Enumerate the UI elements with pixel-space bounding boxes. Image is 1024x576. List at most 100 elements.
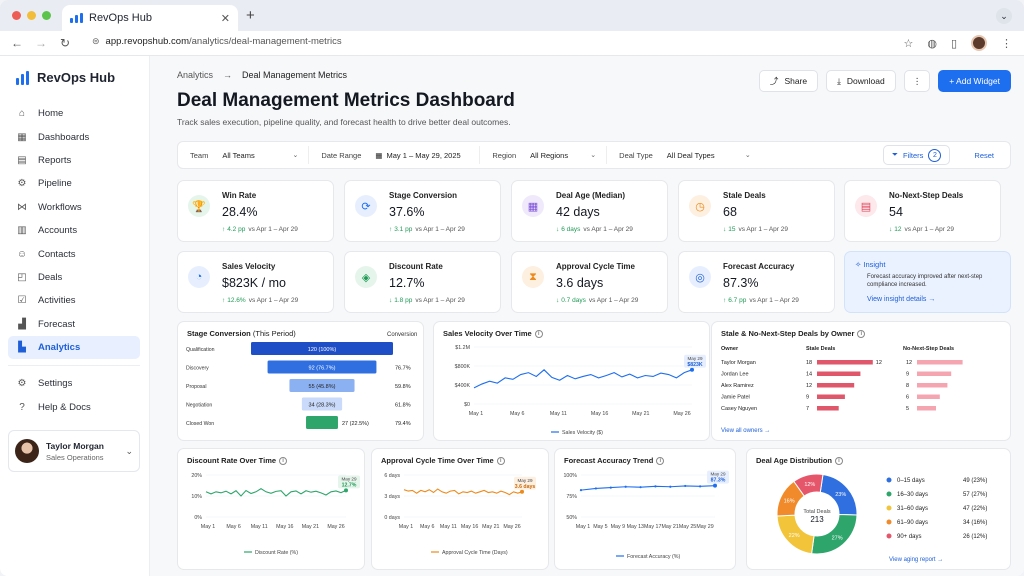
- url-field[interactable]: ⊜ app.revopshub.com/analytics/deal-manag…: [92, 36, 342, 47]
- data-point[interactable]: [699, 485, 702, 488]
- info-icon[interactable]: i: [534, 330, 543, 339]
- kpi-card[interactable]: ◎ Forecast Accuracy 87.3% ↑ 6.7 pp vs Apr 1 –…: [678, 251, 835, 313]
- funnel-bar[interactable]: [251, 342, 393, 355]
- funnel-bar[interactable]: [301, 397, 343, 411]
- info-icon[interactable]: i: [656, 457, 665, 466]
- sidebar-item-reports[interactable]: ▤ Reports: [8, 149, 140, 172]
- region-select[interactable]: All Regions ⌄: [524, 146, 602, 164]
- sidebar-item-help-docs[interactable]: ? Help & Docs: [8, 396, 140, 419]
- user-card[interactable]: Taylor Morgan Sales Operations ⌄: [8, 430, 140, 472]
- download-button[interactable]: ⤓ Download: [826, 70, 896, 92]
- site-info-icon[interactable]: ⊜: [92, 36, 100, 46]
- nns-bar[interactable]: [917, 371, 952, 377]
- nns-bar[interactable]: [917, 360, 963, 365]
- extension-icon[interactable]: ◍: [927, 37, 937, 50]
- stale-bar[interactable]: [817, 371, 861, 377]
- info-icon[interactable]: i: [834, 457, 843, 466]
- funnel-bar[interactable]: [267, 360, 377, 374]
- data-point[interactable]: [609, 486, 612, 489]
- data-point[interactable]: [669, 485, 672, 488]
- last-data-point[interactable]: [713, 483, 717, 488]
- date-range-select[interactable]: ▦ May 1 – May 29, 2025: [369, 146, 475, 164]
- data-point[interactable]: [624, 485, 627, 488]
- funnel-bar[interactable]: [289, 379, 355, 392]
- reload-icon[interactable]: ↻: [59, 36, 71, 50]
- nns-bar[interactable]: [917, 406, 936, 411]
- browser-menu-icon[interactable]: ⋮: [1001, 37, 1012, 50]
- kpi-card[interactable]: ◔ Sales Velocity $823K / mo ↑ 12.6% vs Apr 1 …: [177, 251, 334, 313]
- browser-tab[interactable]: RevOps Hub ✕: [62, 5, 238, 31]
- new-tab-icon[interactable]: +: [246, 7, 255, 24]
- sidebar-item-accounts[interactable]: ▥ Accounts: [8, 219, 140, 242]
- series-line[interactable]: [473, 369, 693, 389]
- kpi-card[interactable]: ⟳ Stage Conversion 37.6% ↑ 3.1 pp vs Apr 1 – …: [344, 180, 501, 242]
- more-options-button[interactable]: ⋮: [903, 70, 931, 92]
- region-value: All Regions: [530, 150, 569, 160]
- share-label: Share: [784, 76, 808, 86]
- legend-label: 31–60 days: [897, 506, 928, 512]
- nns-bar[interactable]: [917, 394, 940, 400]
- series-line[interactable]: [580, 485, 716, 491]
- info-icon[interactable]: i: [496, 457, 505, 466]
- sidebar-item-forecast[interactable]: ▟ Forecast: [8, 313, 140, 336]
- data-point[interactable]: [579, 489, 583, 492]
- view-insight-link[interactable]: View insight details →: [867, 296, 936, 303]
- info-icon[interactable]: i: [279, 457, 288, 466]
- view-all-owners-link[interactable]: View all owners →: [721, 428, 770, 434]
- stale-bar[interactable]: [817, 394, 845, 400]
- close-window-button[interactable]: [12, 11, 21, 20]
- sidebar-item-dashboards[interactable]: ▦ Dashboards: [8, 125, 140, 148]
- stale-bar[interactable]: [817, 406, 839, 411]
- data-point[interactable]: [594, 487, 597, 490]
- funnel-bar[interactable]: [306, 416, 338, 429]
- minimize-window-button[interactable]: [27, 11, 36, 20]
- chevron-down-icon[interactable]: ⌄: [125, 445, 133, 456]
- sidebar-item-workflows[interactable]: ⋈ Workflows: [8, 196, 140, 219]
- sidebar-item-settings[interactable]: ⚙ Settings: [8, 372, 140, 395]
- brand[interactable]: RevOps Hub: [16, 70, 115, 85]
- sidebar-item-pipeline[interactable]: ⚙ Pipeline: [8, 172, 140, 195]
- stale-bar[interactable]: [817, 360, 873, 365]
- sidebar-item-home[interactable]: ⌂ Home: [8, 102, 140, 125]
- kpi-card[interactable]: ⧗ Approval Cycle Time 3.6 days ↓ 0.7 days vs …: [511, 251, 668, 313]
- reset-button[interactable]: Reset: [974, 150, 994, 160]
- back-icon[interactable]: ←: [11, 36, 23, 50]
- filters-button[interactable]: ⏷ Filters 2: [882, 145, 951, 165]
- kpi-card[interactable]: 🏆 Win Rate 28.4% ↑ 4.2 pp vs Apr 1 – Apr 29: [177, 180, 334, 242]
- share-button[interactable]: ⤴ Share: [758, 70, 819, 92]
- last-data-point[interactable]: [690, 367, 694, 372]
- maximize-window-button[interactable]: [42, 11, 51, 20]
- kpi-card[interactable]: ▦ Deal Age (Median) 42 days ↓ 6 days vs Apr 1…: [511, 180, 668, 242]
- breadcrumb-analytics[interactable]: Analytics: [177, 70, 214, 80]
- data-point[interactable]: [654, 485, 657, 488]
- tab-list-icon[interactable]: ⌄: [996, 8, 1012, 24]
- sidebar-item-analytics[interactable]: ▙ Analytics: [8, 335, 140, 360]
- x-tick-label: May 9: [611, 524, 625, 530]
- info-icon[interactable]: i: [857, 330, 866, 339]
- kpi-card[interactable]: ◷ Stale Deals 68 ↓ 15 vs Apr 1 – Apr 29: [678, 180, 835, 242]
- deal-type-select[interactable]: All Deal Types ⌄: [661, 146, 757, 164]
- series-line[interactable]: [205, 487, 347, 497]
- data-point[interactable]: [639, 486, 642, 489]
- series-line[interactable]: [403, 488, 523, 496]
- view-aging-report-link[interactable]: View aging report →: [889, 557, 943, 563]
- kpi-card[interactable]: ▤ No-Next-Step Deals 54 ↓ 12 vs Apr 1 – Apr 2…: [844, 180, 1001, 242]
- add-widget-button[interactable]: + Add Widget: [938, 70, 1011, 92]
- nns-bar[interactable]: [917, 383, 948, 388]
- stale-bar[interactable]: [817, 383, 855, 388]
- donut-slice[interactable]: [793, 473, 824, 497]
- close-tab-icon[interactable]: ✕: [220, 12, 230, 25]
- last-data-point[interactable]: [520, 489, 524, 494]
- sidebar-item-contacts[interactable]: ☺ Contacts: [8, 242, 140, 265]
- sidepanel-icon[interactable]: ▯: [950, 37, 957, 50]
- kpi-label: Discount Rate: [389, 262, 443, 271]
- team-select[interactable]: All Teams ⌄: [216, 146, 304, 164]
- sidebar-item-activities[interactable]: ☑ Activities: [8, 289, 140, 312]
- profile-avatar[interactable]: [971, 35, 987, 51]
- forward-icon[interactable]: →: [35, 36, 47, 50]
- sidebar-item-deals[interactable]: ◰ Deals: [8, 266, 140, 289]
- data-point[interactable]: [684, 484, 687, 488]
- bookmark-star-icon[interactable]: ☆: [903, 37, 914, 50]
- last-data-point[interactable]: [344, 488, 348, 493]
- kpi-card[interactable]: ◈ Discount Rate 12.7% ↓ 1.8 pp vs Apr 1 – Apr…: [344, 251, 501, 313]
